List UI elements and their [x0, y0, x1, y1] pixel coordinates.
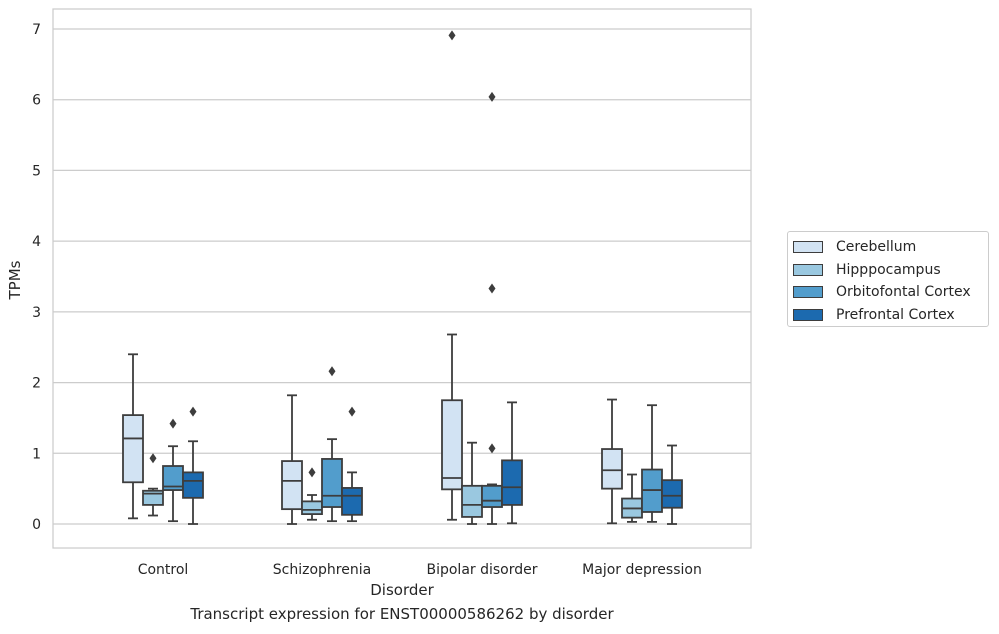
- box: [641, 404, 663, 523]
- legend-label: Prefrontal Cortex: [836, 306, 955, 323]
- box: [281, 394, 303, 525]
- box-body: [481, 484, 503, 508]
- x-tick-label: Major depression: [582, 562, 702, 578]
- outlier-marker: [488, 283, 496, 294]
- box: [661, 444, 683, 525]
- box: [621, 473, 643, 523]
- x-tick-label: Control: [138, 562, 189, 578]
- y-tick-label: 3: [32, 305, 41, 321]
- box: [441, 333, 463, 521]
- legend-swatch: [793, 263, 823, 276]
- legend-swatch: [793, 241, 823, 254]
- y-axis-label: TPMs: [6, 260, 24, 300]
- y-tick-label: 5: [32, 163, 41, 179]
- outlier-marker: [149, 453, 157, 464]
- box: [162, 445, 184, 523]
- y-tick-label: 0: [32, 517, 41, 533]
- box: [501, 401, 523, 525]
- box-body: [601, 448, 623, 490]
- legend-swatch: [793, 308, 823, 321]
- outlier-marker: [169, 418, 177, 429]
- box-body: [501, 459, 523, 506]
- legend-item: Cerebellum: [793, 236, 988, 259]
- y-tick-label: 2: [32, 376, 41, 392]
- box-body: [661, 479, 683, 509]
- y-tick-label: 7: [32, 22, 41, 38]
- y-tick-label: 1: [32, 446, 41, 462]
- box: [481, 483, 503, 525]
- box: [601, 398, 623, 525]
- legend-label: Orbitofontal Cortex: [836, 284, 971, 301]
- box-series: [122, 30, 683, 525]
- plot-frame: [52, 8, 752, 549]
- outlier-marker: [308, 467, 316, 478]
- chart-caption: Transcript expression for ENST0000058626…: [190, 605, 614, 623]
- outlier-marker: [328, 366, 336, 377]
- plot-area: [53, 9, 751, 548]
- box: [321, 438, 343, 523]
- y-tick-label: 4: [32, 234, 41, 250]
- x-tick-labels: Control Schizophrenia Bipolar disorder Majo…: [138, 562, 702, 578]
- box-body: [182, 471, 204, 499]
- legend-label: Hipppocampus: [836, 261, 941, 278]
- box: [341, 471, 363, 523]
- y-tick-labels: 0 1 2 3 4 5 6 7: [32, 22, 41, 533]
- outlier-marker: [448, 30, 456, 41]
- legend-item: Prefrontal Cortex: [793, 304, 988, 327]
- box-body: [321, 458, 343, 508]
- legend-item: Hipppocampus: [793, 259, 988, 282]
- outlier-marker: [189, 406, 197, 417]
- grid-lines: [53, 28, 751, 525]
- legend-label: Cerebellum: [836, 239, 917, 256]
- x-tick-label: Bipolar disorder: [426, 562, 537, 578]
- box-body: [341, 487, 363, 516]
- legend-item: Orbitofontal Cortex: [793, 281, 988, 304]
- box: [461, 441, 483, 525]
- box: [182, 440, 204, 525]
- outlier-marker: [488, 91, 496, 102]
- x-axis-label: Disorder: [370, 581, 434, 599]
- x-tick-label: Schizophrenia: [273, 562, 371, 578]
- box-body: [461, 484, 483, 518]
- box: [301, 494, 323, 521]
- outlier-marker: [488, 443, 496, 454]
- box-body: [281, 460, 303, 511]
- legend-swatch: [793, 286, 823, 299]
- box-body: [301, 500, 323, 516]
- box: [142, 487, 164, 517]
- box: [122, 353, 144, 520]
- box-body: [122, 414, 144, 484]
- y-tick-label: 6: [32, 93, 41, 109]
- outlier-marker: [348, 406, 356, 417]
- box-body: [441, 399, 463, 491]
- legend: Cerebellum Hipppocampus Orbitofontal Corte…: [787, 231, 989, 327]
